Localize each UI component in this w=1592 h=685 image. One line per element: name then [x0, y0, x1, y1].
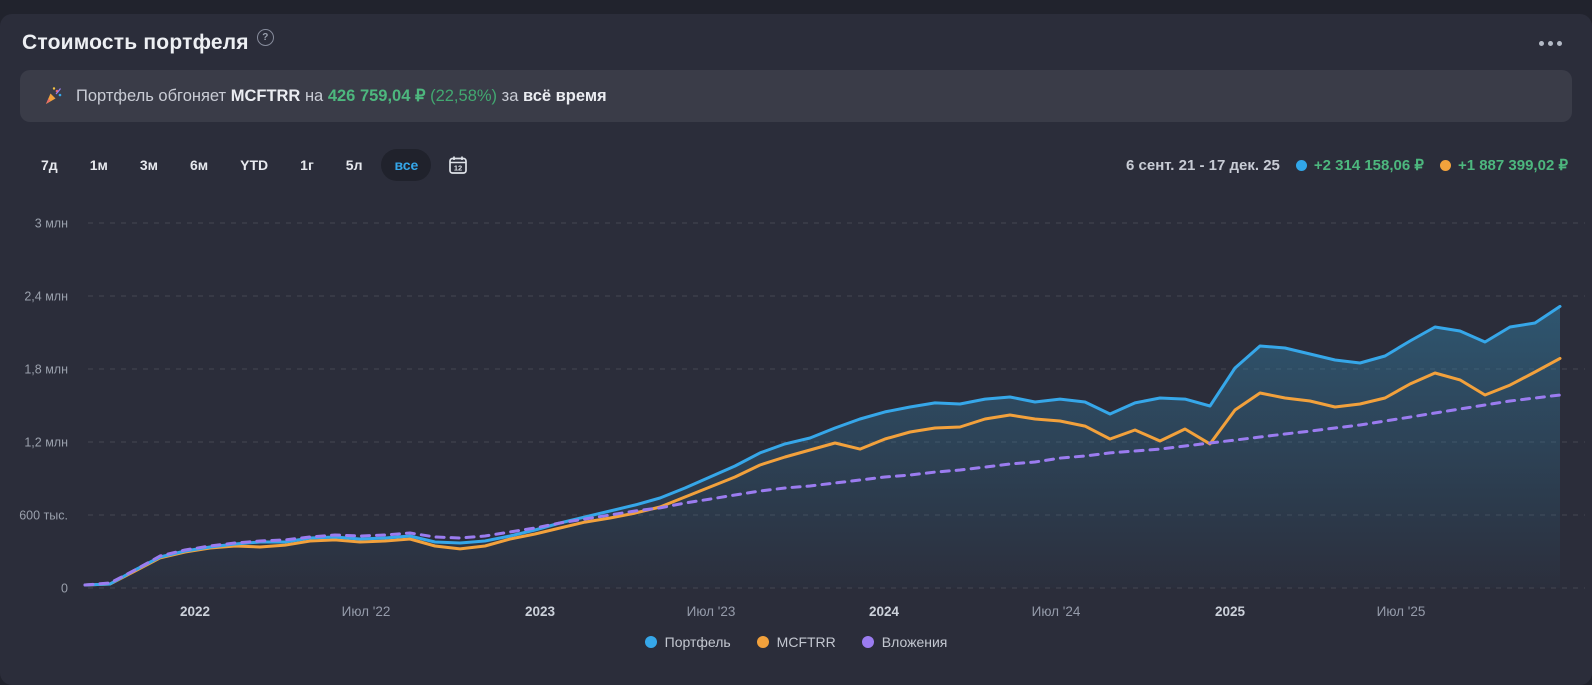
x-axis-tick: Июл '23: [687, 604, 736, 619]
svg-text:12: 12: [454, 164, 462, 173]
y-axis-tick: 3 млн: [35, 217, 68, 231]
line-MCFTRR: [83, 356, 1562, 587]
line-Вложения: [83, 393, 1562, 587]
legend-dot-icon: [756, 636, 769, 648]
benchmark-dot-icon: [1439, 159, 1451, 171]
range-button-1м[interactable]: 1м: [77, 149, 121, 181]
y-axis-tick: 1,8 млн: [24, 363, 68, 377]
legend-dot-icon: [644, 636, 657, 648]
chart-series: [83, 304, 1562, 588]
range-button-1г[interactable]: 1г: [287, 149, 327, 181]
portfolio-change: +2 314 158,06 ₽: [1295, 156, 1424, 174]
calendar-button[interactable]: 12: [441, 150, 475, 180]
range-button-все[interactable]: все: [381, 149, 432, 181]
party-popper-icon: [42, 85, 64, 107]
y-axis-tick: 0: [61, 582, 68, 596]
banner-text: Портфель обгоняет MCFTRR на 426 759,04 ₽…: [76, 87, 607, 105]
period-label: всё время: [522, 87, 607, 105]
legend-item-MCFTRR[interactable]: MCFTRR: [756, 634, 836, 650]
y-axis-tick: 600 тыс.: [19, 509, 68, 523]
more-menu-button[interactable]: [1533, 35, 1568, 52]
range-button-7д[interactable]: 7д: [28, 149, 71, 181]
chart-legend: Портфель MCFTRR Вложения: [0, 634, 1592, 650]
x-axis-tick: Июл '25: [1377, 604, 1426, 619]
range-selector: 7д 1м 3м 6м YTD 1г 5л все 12: [28, 149, 475, 181]
x-axis-tick: Июл '24: [1032, 604, 1081, 619]
x-axis-tick: Июл '22: [342, 604, 391, 619]
y-axis-tick: 1,2 млн: [24, 436, 68, 450]
line-Портфель: [83, 304, 1562, 587]
portfolio-dot-icon: [1295, 159, 1307, 171]
benchmark-name: MCFTRR: [230, 87, 301, 105]
x-axis-tick: 2024: [869, 604, 900, 619]
legend-dot-icon: [861, 636, 874, 648]
range-button-YTD[interactable]: YTD: [227, 149, 281, 181]
card-header: Стоимость портфеля ?: [22, 22, 1568, 64]
range-button-6м[interactable]: 6м: [177, 149, 221, 181]
chart-axis-labels: 3 млн 2,4 млн 1,8 млн 1,2 млн 600 тыс. 0 2022 И…: [19, 217, 1425, 620]
range-button-5л[interactable]: 5л: [333, 149, 376, 181]
calendar-icon: 12: [449, 156, 468, 174]
period-summary: 6 сент. 21 - 17 дек. 25 +2 314 158,06 ₽ …: [1126, 156, 1568, 175]
page-title: Стоимость портфеля: [22, 31, 249, 54]
legend-item-Вложения[interactable]: Вложения: [861, 634, 947, 650]
help-icon[interactable]: ?: [256, 28, 274, 46]
chart-toolbar: 7д 1м 3м 6м YTD 1г 5л все 12 6 сент. 21 - 17 дек…: [28, 144, 1568, 186]
ellipsis-icon: [1539, 40, 1544, 46]
y-axis-tick: 2,4 млн: [24, 290, 68, 304]
x-axis-tick: 2023: [525, 604, 556, 619]
outperformance-percent: (22,58%): [425, 87, 498, 105]
portfolio-value-card: Стоимость портфеля ? Портфель обгоняет M…: [0, 14, 1592, 685]
legend-item-Портфель[interactable]: Портфель: [644, 634, 731, 650]
date-range[interactable]: 6 сент. 21 - 17 дек. 25: [1126, 156, 1280, 174]
range-button-3м[interactable]: 3м: [127, 149, 171, 181]
portfolio-value-chart[interactable]: 3 млн 2,4 млн 1,8 млн 1,2 млн 600 тыс. 0 2022 И…: [0, 195, 1592, 635]
x-axis-tick: 2022: [180, 604, 210, 619]
outperformance-amount: 426 759,04 ₽: [327, 87, 426, 105]
x-axis-tick: 2025: [1215, 604, 1246, 619]
outperformance-banner: Портфель обгоняет MCFTRR на 426 759,04 ₽…: [20, 70, 1572, 122]
benchmark-change: +1 887 399,02 ₽: [1439, 156, 1568, 174]
